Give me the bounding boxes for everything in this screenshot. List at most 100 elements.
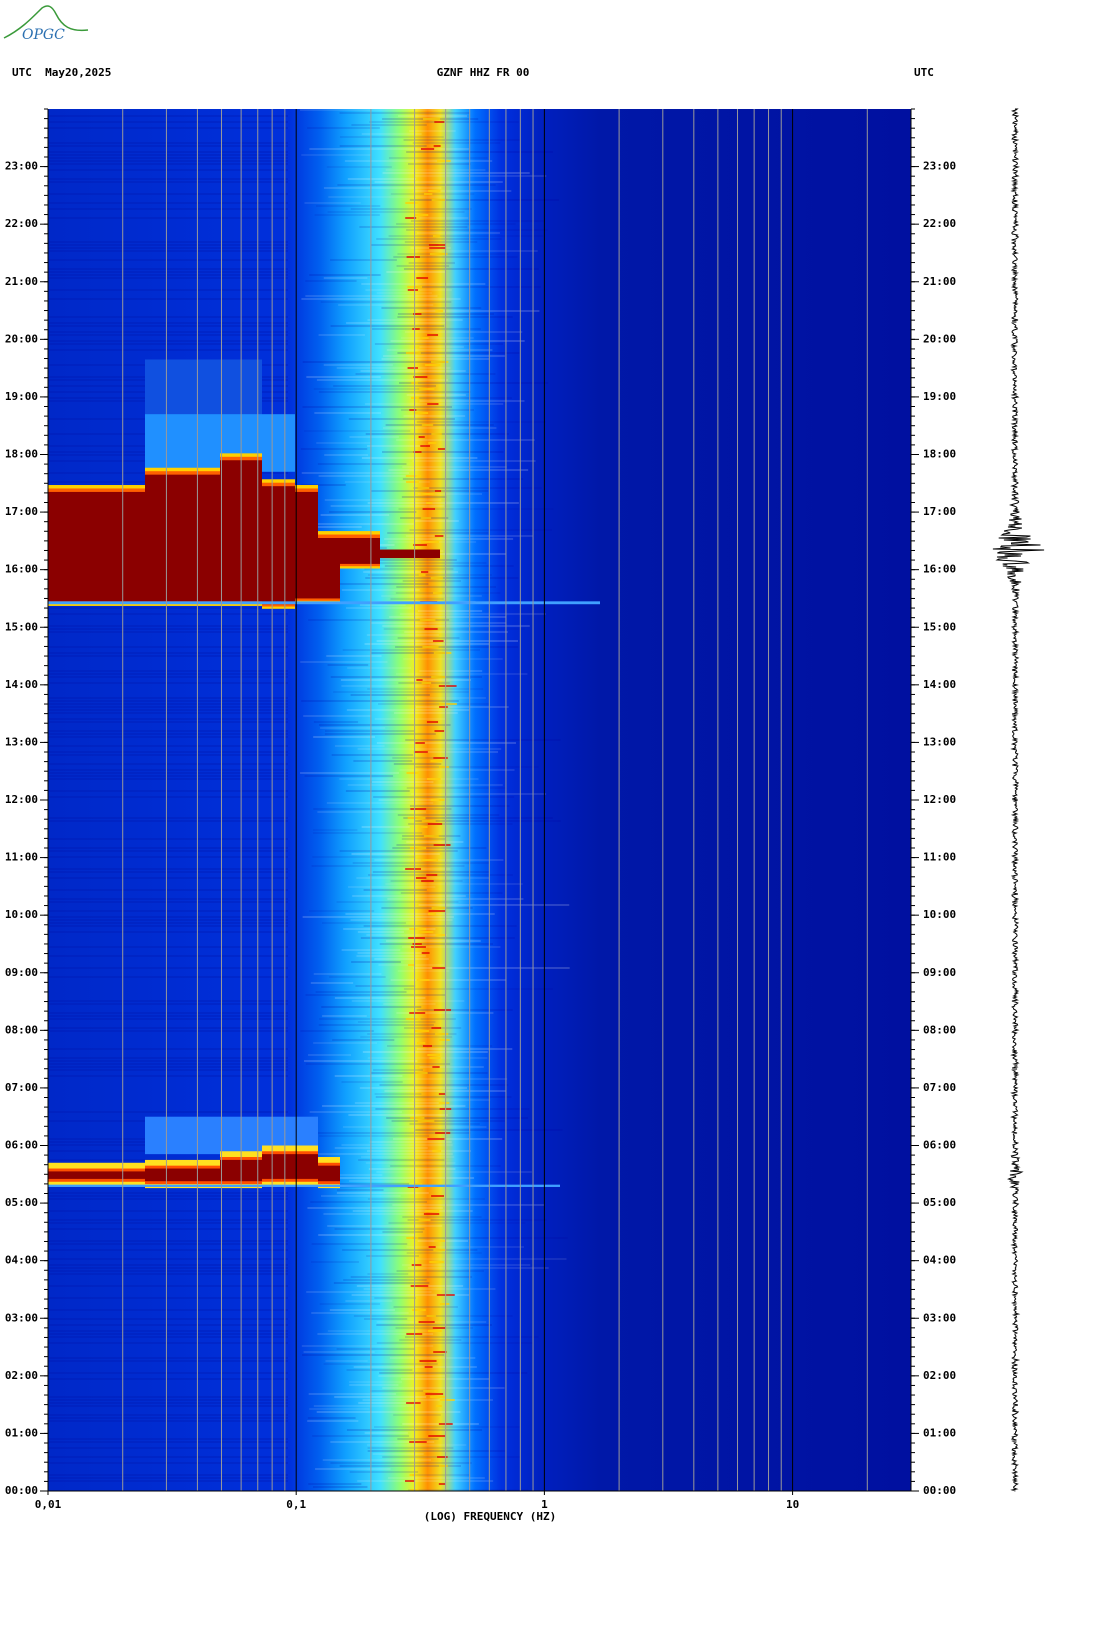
texture: [405, 217, 417, 219]
texture: [407, 1186, 419, 1188]
texture: [373, 1069, 423, 1071]
y-tick-label: 05:00: [923, 1196, 956, 1209]
texture: [48, 151, 288, 153]
texture: [426, 1315, 437, 1317]
texture: [431, 433, 442, 435]
texture: [399, 769, 515, 771]
texture: [401, 496, 447, 498]
texture: [424, 1210, 440, 1212]
texture: [48, 763, 288, 765]
texture: [428, 244, 446, 246]
texture: [48, 340, 288, 342]
texture: [439, 1039, 450, 1041]
texture: [375, 1108, 530, 1110]
texture: [309, 1111, 402, 1113]
texture: [409, 1441, 427, 1443]
texture: [439, 1303, 450, 1305]
texture: [398, 508, 554, 510]
texture: [48, 1192, 288, 1194]
texture: [370, 244, 439, 246]
texture: [407, 1489, 529, 1491]
texture: [363, 571, 459, 573]
texture: [48, 1309, 288, 1311]
texture: [425, 1393, 444, 1395]
texture: [311, 1132, 471, 1134]
texture: [408, 163, 471, 165]
texture: [363, 925, 517, 927]
texture: [352, 895, 466, 897]
texture: [396, 844, 451, 846]
texture: [48, 331, 288, 333]
texture: [428, 910, 446, 912]
texture: [48, 1243, 288, 1245]
event-energy: [145, 1168, 220, 1182]
texture: [419, 670, 483, 672]
texture: [408, 262, 455, 264]
texture: [330, 1441, 435, 1443]
texture: [415, 1183, 423, 1185]
texture: [359, 226, 468, 228]
texture: [339, 112, 470, 114]
texture: [48, 1264, 288, 1266]
texture: [431, 676, 446, 678]
texture: [301, 472, 409, 474]
texture: [434, 121, 445, 123]
y-tick-label: 00:00: [923, 1484, 956, 1497]
texture: [48, 1075, 288, 1077]
texture: [420, 826, 428, 828]
texture: [48, 1417, 288, 1419]
texture: [394, 712, 458, 714]
texture: [412, 1099, 491, 1101]
texture: [338, 304, 434, 306]
texture: [403, 658, 503, 660]
texture: [48, 1060, 288, 1062]
y-tick-label: 08:00: [5, 1023, 38, 1036]
texture: [420, 445, 430, 447]
texture: [419, 217, 469, 219]
texture: [48, 670, 288, 672]
texture: [359, 1087, 467, 1089]
texture: [393, 1306, 458, 1308]
texture: [428, 913, 436, 915]
texture: [48, 127, 288, 129]
texture: [418, 397, 512, 399]
texture: [334, 1147, 428, 1149]
texture: [304, 1153, 453, 1155]
texture: [366, 934, 447, 936]
texture: [402, 478, 524, 480]
texture: [435, 1405, 442, 1407]
texture: [416, 679, 423, 681]
texture: [48, 646, 288, 648]
texture: [422, 118, 441, 120]
texture: [48, 1405, 288, 1407]
texture: [406, 1237, 419, 1239]
texture: [410, 793, 547, 795]
texture: [395, 592, 501, 594]
texture: [387, 532, 489, 534]
y-tick-label: 20:00: [923, 332, 956, 345]
texture: [361, 1156, 455, 1158]
y-tick-label: 23:00: [923, 160, 956, 173]
texture: [48, 250, 288, 252]
texture: [48, 1402, 288, 1404]
texture: [334, 745, 385, 747]
texture: [430, 760, 443, 762]
texture: [413, 190, 512, 192]
texture: [48, 730, 288, 732]
texture: [48, 1324, 288, 1326]
texture: [396, 1270, 484, 1272]
texture: [378, 703, 490, 705]
texture: [336, 1348, 416, 1350]
texture: [433, 1249, 447, 1251]
texture: [350, 1276, 473, 1278]
texture: [308, 1483, 362, 1485]
texture: [379, 1372, 528, 1374]
texture: [300, 448, 368, 450]
y-tick-label: 06:00: [923, 1139, 956, 1152]
texture: [337, 184, 496, 186]
texture: [433, 1009, 452, 1011]
texture: [322, 922, 406, 924]
texture: [48, 1063, 288, 1065]
texture: [416, 979, 430, 981]
texture: [48, 154, 288, 156]
